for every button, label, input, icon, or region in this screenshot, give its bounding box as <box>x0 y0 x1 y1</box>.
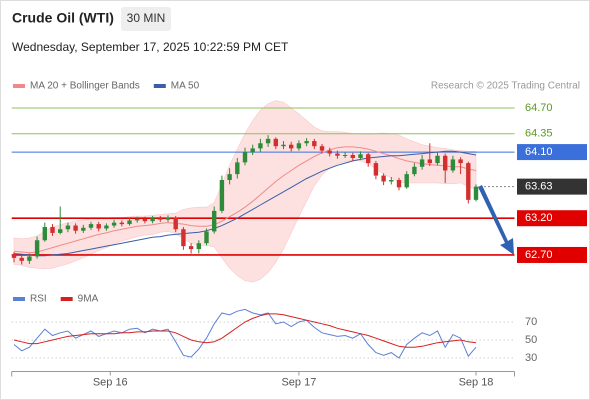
candle-body <box>11 254 17 258</box>
level-label: 63.63 <box>525 181 553 193</box>
candle-body <box>88 224 94 228</box>
candle-body <box>42 227 48 241</box>
candle-body <box>119 222 125 225</box>
y-tick-label: 70 <box>525 316 537 328</box>
candle-body <box>281 144 286 147</box>
candle-body <box>466 163 471 200</box>
candle-body <box>196 243 202 250</box>
candle-body <box>273 138 279 147</box>
candle-body <box>350 155 356 158</box>
candle-body <box>427 159 433 164</box>
candle-body <box>458 159 463 164</box>
legend-label: MA 20 + Bollinger Bands <box>30 81 140 92</box>
candle-body <box>327 150 332 154</box>
candle-body <box>381 175 386 182</box>
x-tick-label: Sep 16 <box>93 376 128 388</box>
candle-body <box>158 218 163 220</box>
candle-body <box>65 225 71 230</box>
legend-label: MA 50 <box>171 81 200 92</box>
level-label: 63.20 <box>525 212 553 224</box>
candle-body <box>289 144 294 149</box>
legend-swatch <box>13 84 25 88</box>
candle-body <box>181 229 186 247</box>
level-label: 64.35 <box>525 128 553 140</box>
candle-body <box>73 225 78 231</box>
level-badge <box>517 246 587 263</box>
candle-body <box>396 180 402 188</box>
series-line <box>13 313 477 348</box>
candle-body <box>312 141 317 147</box>
candle-body <box>342 155 348 157</box>
x-tick-label: Sep 18 <box>459 376 494 388</box>
candle-body <box>104 225 109 229</box>
candle-body <box>142 218 148 222</box>
interval-badge[interactable] <box>121 7 171 31</box>
candle-body <box>204 231 209 244</box>
level-label: 62.70 <box>525 249 553 261</box>
datetime: Wednesday, September 17, 2025 10:22:59 P… <box>12 40 289 54</box>
candle-body <box>404 174 409 188</box>
level-label: 64.10 <box>525 146 553 158</box>
ma-line <box>13 146 477 254</box>
candle-body <box>296 143 302 149</box>
candle-body <box>50 227 55 233</box>
candle-body <box>19 257 24 261</box>
candle-body <box>412 166 417 175</box>
y-tick-label: 50 <box>525 334 537 346</box>
candle-body <box>150 218 155 222</box>
candle-body <box>389 180 394 182</box>
candle-body <box>435 155 440 164</box>
interval-label: 30 MIN <box>127 11 166 25</box>
candle-body <box>219 180 225 211</box>
candle-body <box>127 220 132 225</box>
candle-body <box>173 217 178 230</box>
candle-body <box>358 154 363 158</box>
level-label: 64.70 <box>525 102 553 114</box>
level-badge <box>517 144 587 161</box>
credit: Research © 2025 Trading Central <box>431 81 580 92</box>
legend-swatch <box>13 297 25 301</box>
candle-body <box>373 163 379 176</box>
candle-body <box>242 152 248 163</box>
ma-line <box>13 150 477 257</box>
candle-body <box>111 222 117 226</box>
candle-body <box>258 143 263 149</box>
candle-body <box>450 159 456 171</box>
y-tick-label: 30 <box>525 352 537 364</box>
candle-body <box>265 138 271 144</box>
candle-body <box>235 162 240 175</box>
candle-body <box>443 155 448 171</box>
candle-body <box>419 159 425 167</box>
x-tick-label: Sep 17 <box>281 376 316 388</box>
legend-label: 9MA <box>78 294 99 305</box>
candle-body <box>165 217 171 220</box>
candle-body <box>250 148 255 153</box>
level-badge <box>517 178 587 195</box>
legend-swatch <box>153 84 166 88</box>
candle-body <box>335 153 340 156</box>
legend-label: RSI <box>30 294 47 305</box>
candle-body <box>304 141 309 144</box>
candle-body <box>27 256 32 261</box>
series-line <box>13 308 477 359</box>
candle-body <box>135 218 140 221</box>
level-badge <box>517 210 587 227</box>
instrument-title: Crude Oil (WTI) <box>12 10 114 26</box>
forecast-arrow <box>478 185 514 255</box>
candle-body <box>319 146 325 151</box>
candle-body <box>366 154 371 164</box>
candle-body <box>96 224 101 229</box>
candle-body <box>81 227 86 231</box>
legend-swatch <box>60 297 73 301</box>
candle-body <box>188 246 194 250</box>
candle-body <box>58 229 63 233</box>
candle-body <box>34 240 40 257</box>
candle-body <box>473 186 479 200</box>
candle-body <box>212 210 217 232</box>
candle-body <box>227 174 232 181</box>
